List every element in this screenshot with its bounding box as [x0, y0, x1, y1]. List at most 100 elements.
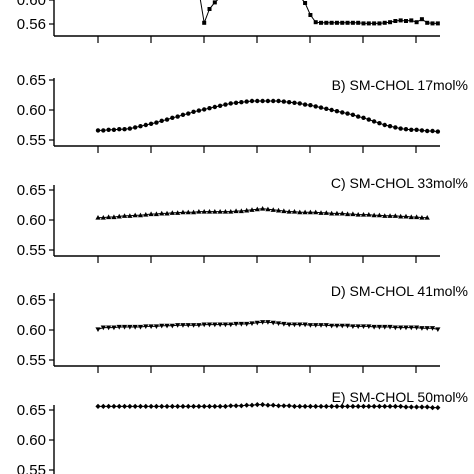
panel-4-data-point — [169, 403, 175, 409]
panel-1-data-point — [281, 99, 287, 104]
panel-2-data-point — [398, 213, 404, 219]
panel-1-data-point — [377, 121, 382, 126]
panel-3-data-point — [206, 322, 213, 328]
panel-2-data-point — [419, 215, 425, 220]
panel-3-data-point — [344, 323, 351, 329]
panel-1-data-point — [398, 126, 403, 131]
panel-4-data-point — [106, 403, 112, 409]
panel-1-data-point — [244, 99, 249, 104]
panel-4-data-point — [286, 403, 292, 409]
panel-4-data-point — [376, 403, 383, 409]
panel-2-data-point — [387, 213, 393, 218]
panel-2-data-point — [408, 214, 414, 220]
panel-3-data-point — [419, 326, 425, 331]
panel-2-data-point — [360, 212, 367, 217]
panel-0-data-point — [382, 20, 387, 25]
panel-3-data-point — [249, 321, 255, 326]
panel-4-data-point — [249, 402, 255, 408]
panel-4-data-point — [265, 402, 271, 408]
panel-2-data-point — [228, 209, 234, 214]
panel-3-data-point — [164, 323, 170, 329]
panel-0-data-point — [409, 18, 414, 23]
panel-4-data-point — [254, 402, 260, 408]
panel-4-data-point — [355, 403, 361, 409]
panel-1-data-point — [101, 128, 106, 133]
panel-1-data-point — [255, 98, 260, 104]
panel-4-data-point — [429, 405, 436, 411]
panel-0-data-point — [319, 20, 324, 25]
panel-0-data-point — [329, 20, 334, 25]
panel-2-y-tick-label: 0.55 — [17, 242, 46, 259]
panel-2-data-point — [180, 209, 186, 215]
panel-0-data-point — [303, 1, 308, 5]
panel-4-y-tick-label: 0.65 — [17, 402, 46, 419]
panel-4-data-point — [339, 403, 345, 409]
panel-4-data-point — [291, 403, 298, 409]
panel-3-data-point — [127, 324, 133, 330]
panel-4-data-point — [111, 403, 117, 409]
panel-3-data-point — [371, 324, 377, 330]
panel-3-data-point — [297, 322, 303, 328]
panel-0-data-point — [393, 19, 398, 23]
panel-2-data-point — [164, 210, 170, 216]
panel-3-data-point — [254, 320, 260, 326]
panel-1-data-point — [127, 126, 133, 131]
panel-4-data-point — [398, 403, 404, 409]
panel-0-data-point — [372, 21, 377, 26]
panel-4-data-point — [344, 403, 351, 409]
panel-3-data-point — [403, 325, 409, 331]
panel-1-data-point — [329, 107, 334, 113]
panel-1-data-point — [409, 127, 414, 132]
panel-1-data-point — [265, 98, 271, 104]
panel-4-data-point — [153, 403, 160, 409]
panel-2-data-point — [201, 209, 207, 214]
panel-4-data-point — [403, 404, 409, 410]
panel-1-data-point — [202, 107, 207, 112]
panel-2-data-point — [244, 207, 250, 213]
panel-3-data-point — [212, 322, 218, 328]
panel-1-data-point — [239, 100, 244, 105]
panel-0-data-point — [308, 13, 313, 17]
panel-2-data-point — [339, 210, 345, 216]
panel-1-data-point — [414, 127, 419, 132]
panel-0-y-tick-label: 0.56 — [17, 16, 46, 33]
panel-1-data-point — [324, 106, 329, 112]
panel-1-data-point — [419, 128, 425, 133]
panel-4-data-point — [408, 404, 414, 410]
panel-2-data-point — [196, 209, 202, 214]
panel-1-data-point — [403, 127, 409, 132]
panel-0-y-tick-label: 0.60 — [17, 0, 46, 9]
panel-3-label: D) SM-CHOL 41mol% — [331, 283, 468, 299]
panel-3-data-point — [159, 323, 165, 329]
panel-2-data-point — [329, 210, 335, 216]
panel-1-data-point — [111, 127, 117, 132]
panel-2-data-point — [291, 209, 298, 214]
panel-0-data-point — [430, 21, 435, 26]
panel-3-data-point — [244, 321, 250, 327]
panel-2-data-point — [148, 211, 154, 217]
panel-4-data-point — [260, 402, 266, 408]
panel-3-data-point — [132, 324, 138, 330]
panel-4-data-point — [164, 403, 170, 409]
panel-3-data-point — [217, 322, 223, 328]
panel-1-data-point — [260, 98, 265, 104]
panel-3-data-point — [382, 324, 388, 330]
panel-4-data-point — [116, 403, 122, 409]
panel-1-y-tick-label: 0.60 — [17, 102, 46, 119]
panel-2-data-point — [392, 213, 398, 218]
panel-2-data-point — [286, 209, 292, 214]
panel-4-data-point — [222, 403, 229, 409]
panel-4-data-point — [297, 403, 303, 409]
panel-3-data-point — [260, 320, 266, 325]
panel-1-data-point — [186, 111, 191, 116]
panel-1-data-point — [228, 101, 233, 106]
panel-4-data-point — [387, 403, 393, 409]
panel-3-data-point — [329, 323, 335, 329]
panel-4-data-point — [302, 403, 308, 409]
panel-0-data-point — [419, 17, 424, 22]
panel-4-data-point — [148, 403, 154, 409]
panel-1-data-point — [175, 114, 180, 119]
panel-2-data-point — [366, 212, 372, 217]
panel-2-data-point — [153, 211, 160, 217]
